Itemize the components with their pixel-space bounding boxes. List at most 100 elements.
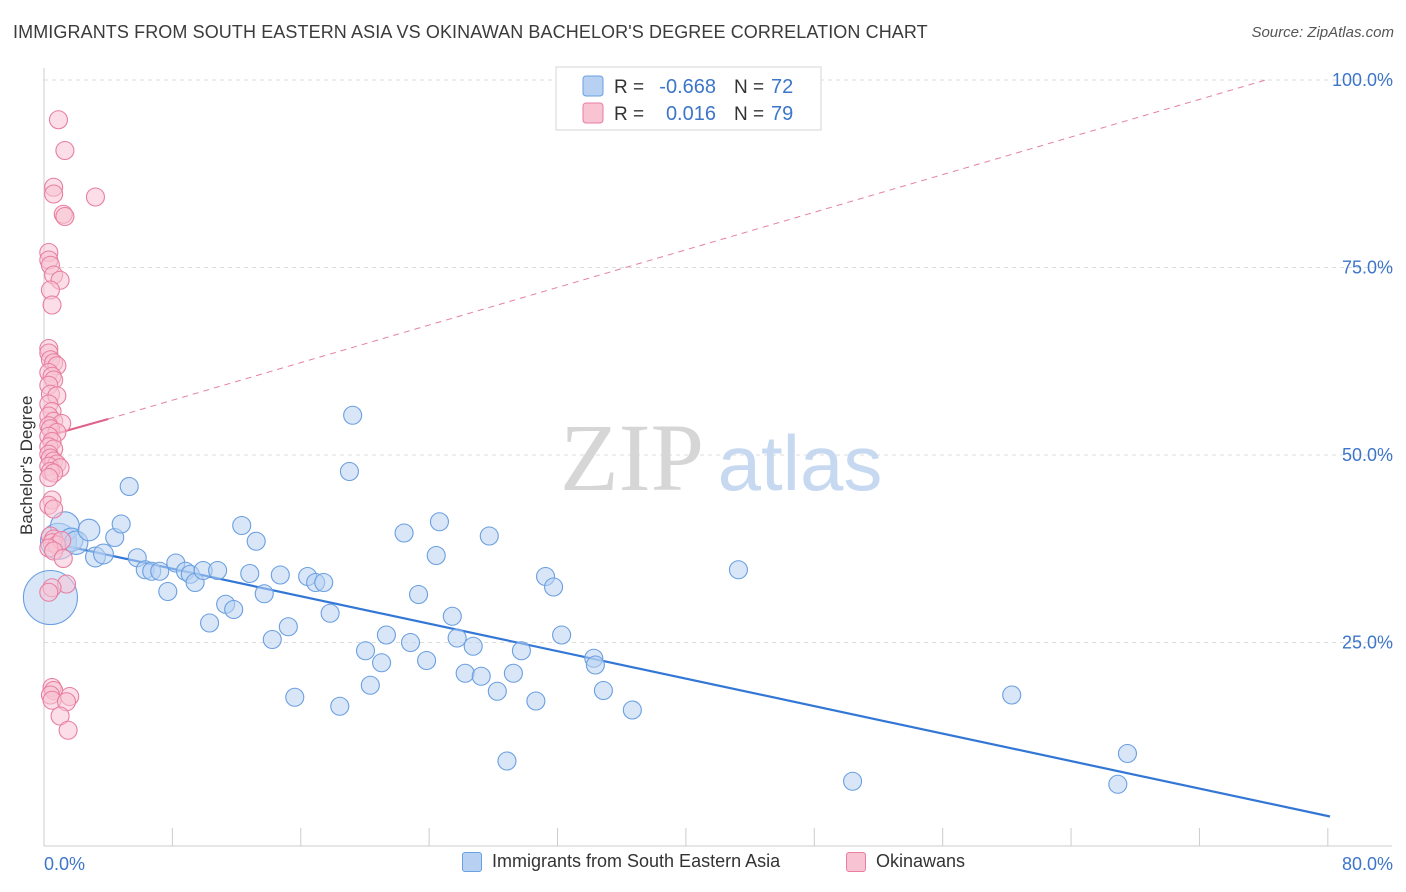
point-blue-43 (376, 625, 396, 645)
point-blue-21 (200, 613, 220, 633)
point-blue-47 (417, 650, 437, 671)
gridlines (44, 79, 1392, 643)
legend-item-okinawans[interactable]: Okinawans (846, 851, 965, 872)
point-blue-14 (150, 561, 170, 581)
point-blue-29 (262, 629, 282, 650)
point-pink-6 (55, 206, 75, 227)
point-blue-27 (246, 531, 266, 551)
legend-r-value-1: 0.016 (666, 103, 716, 125)
point-blue-50 (442, 606, 462, 626)
point-blue-57 (497, 751, 517, 771)
point-blue-70 (1002, 685, 1022, 705)
point-blue-15 (158, 581, 178, 602)
point-pink-45 (39, 467, 59, 488)
y-tick-label-0: 25.0% (1342, 633, 1393, 653)
point-pink-48 (44, 499, 64, 519)
tick-labels: 25.0% 50.0% 75.0% 100.0% 0.0% 80.0% (44, 70, 1393, 874)
point-blue-26 (240, 563, 260, 584)
point-blue-72 (1117, 743, 1138, 764)
legend-r-label-1: R = (614, 104, 644, 125)
point-blue-63 (552, 625, 572, 645)
series-legend: Immigrants from South Eastern Asia Okina… (0, 851, 1406, 879)
legend-r-value-0: -0.668 (659, 76, 716, 98)
point-blue-58 (503, 663, 523, 683)
y-tick-label-1: 50.0% (1342, 445, 1393, 465)
legend-r-label-0: R = (614, 77, 644, 98)
legend-n-label-0: N = (734, 77, 764, 98)
point-blue-9 (111, 514, 131, 534)
watermark-atlas: atlas (718, 419, 883, 507)
point-blue-49 (429, 512, 449, 532)
point-blue-24 (224, 599, 244, 620)
point-blue-35 (314, 572, 334, 593)
point-blue-7 (93, 543, 114, 565)
point-pink-66 (50, 706, 70, 726)
x-tick-label-1: 80.0% (1342, 854, 1393, 874)
point-blue-71 (1108, 774, 1128, 794)
point-blue-28 (254, 584, 274, 604)
source-credit: Source: ZipAtlas.com (1251, 24, 1394, 41)
point-blue-56 (487, 681, 507, 701)
point-blue-46 (408, 584, 429, 605)
point-blue-54 (471, 666, 491, 686)
y-tick-label-2: 75.0% (1342, 258, 1393, 278)
point-blue-10 (119, 476, 139, 497)
point-pink-0 (48, 110, 69, 130)
correlation-legend: R = -0.668 N = 72 R = 0.016 N = 79 (555, 66, 822, 131)
legend-n-value-1: 79 (771, 103, 793, 125)
chart-title: IMMIGRANTS FROM SOUTH EASTERN ASIA VS OK… (13, 22, 928, 42)
point-blue-52 (455, 663, 475, 683)
point-blue-38 (339, 461, 359, 482)
legend-swatch-blue (582, 75, 604, 97)
x-tick-label-0: 0.0% (44, 854, 85, 874)
point-blue-53 (463, 636, 483, 656)
point-blue-41 (360, 675, 380, 695)
point-blue-55 (479, 526, 499, 546)
point-pink-67 (58, 720, 78, 740)
point-blue-68 (728, 560, 748, 580)
point-blue-32 (285, 687, 305, 707)
point-blue-25 (232, 515, 252, 536)
legend-n-label-1: N = (734, 104, 764, 125)
legend-n-value-0: 72 (771, 76, 793, 98)
point-blue-42 (372, 653, 392, 673)
legend-swatch-blue (462, 851, 482, 872)
point-blue-44 (394, 523, 414, 543)
point-blue-48 (426, 545, 446, 566)
point-blue-59 (511, 641, 531, 661)
legend-label-sea: Immigrants from South Eastern Asia (492, 851, 781, 871)
point-pink-1 (55, 140, 75, 161)
watermark-zip: ZIP (560, 404, 704, 511)
point-blue-65 (585, 655, 605, 675)
y-tick-label-3: 100.0% (1332, 70, 1393, 90)
point-blue-66 (593, 680, 613, 701)
legend-label-okinawans: Okinawans (876, 851, 966, 871)
point-blue-62 (544, 577, 564, 597)
point-blue-67 (622, 700, 642, 720)
watermark: ZIP atlas (560, 404, 882, 511)
point-blue-40 (355, 641, 376, 661)
point-pink-3 (44, 184, 64, 204)
point-pink-4 (85, 187, 105, 207)
point-blue-69 (843, 771, 863, 791)
point-blue-30 (270, 565, 290, 585)
point-blue-45 (400, 632, 421, 653)
legend-swatch-pink (846, 851, 866, 872)
y-axis-title: Bachelor's Degree (17, 395, 36, 535)
point-blue-5 (77, 518, 101, 542)
point-blue-37 (330, 696, 350, 716)
point-blue-60 (526, 691, 546, 711)
point-blue-22 (208, 560, 228, 581)
trend-extension-pink (108, 79, 1266, 420)
legend-swatch-pink (582, 102, 604, 124)
point-pink-59 (39, 582, 59, 602)
point-pink-13 (42, 295, 62, 315)
point-blue-51 (447, 628, 467, 648)
legend-item-sea[interactable]: Immigrants from South Eastern Asia (462, 851, 780, 872)
point-blue-31 (278, 617, 298, 637)
data-points (22, 110, 1138, 794)
trend-line-blue (43, 540, 1331, 818)
point-blue-39 (343, 405, 363, 425)
point-blue-36 (320, 603, 340, 623)
